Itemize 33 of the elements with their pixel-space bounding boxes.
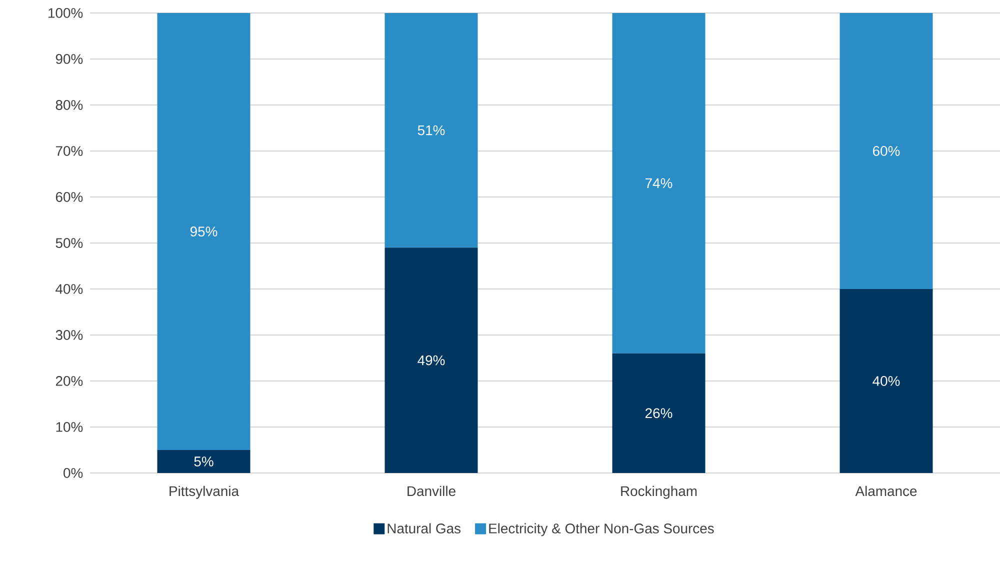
x-tick-label: Alamance <box>855 486 917 496</box>
y-tick-label: 70% <box>56 146 83 156</box>
bar <box>157 450 250 473</box>
data-label: 95% <box>190 226 218 236</box>
data-label: 49% <box>418 355 445 366</box>
y-tick-label: 50% <box>56 238 83 248</box>
data-label: 74% <box>646 178 672 188</box>
y-tick-label: 80% <box>56 100 83 110</box>
data-label: 5% <box>194 456 214 466</box>
y-tick-label: 90% <box>56 54 83 64</box>
legend-label: Electricity & Other Non-Gas Sources <box>489 523 714 536</box>
x-tick-label: Danville <box>408 486 456 496</box>
data-label: 60% <box>873 146 900 156</box>
data-label: 26% <box>646 408 672 418</box>
y-tick-label: 30% <box>56 330 83 340</box>
bar <box>384 12 478 248</box>
y-tick-label: 100% <box>48 8 83 18</box>
x-tick-label: Rockingham <box>621 486 697 499</box>
x-tick-label: Pittsylvania <box>170 486 240 499</box>
data-label: 40% <box>872 376 900 386</box>
y-tick-label: 20% <box>56 376 83 386</box>
y-tick-label: 60% <box>56 192 83 202</box>
bar <box>157 12 250 450</box>
bar <box>612 12 706 354</box>
data-label: 51% <box>418 125 445 136</box>
bar <box>384 248 478 473</box>
bar <box>840 12 933 289</box>
y-tick-label: 10% <box>56 422 83 432</box>
bar <box>612 353 706 473</box>
y-tick-label: 40% <box>56 284 83 294</box>
legend-label: Natural Gas <box>388 523 461 534</box>
bar <box>840 288 933 473</box>
y-tick-label: 0% <box>64 468 83 478</box>
